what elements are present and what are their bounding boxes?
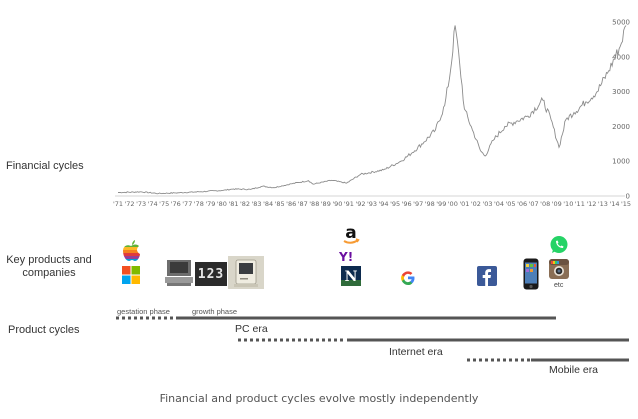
google-logo: [398, 268, 418, 288]
x-tick-label: '00: [448, 200, 458, 208]
x-tick-label: '85: [275, 200, 285, 208]
internet-era-label: Internet era: [389, 346, 443, 358]
x-tick-label: '03: [482, 200, 492, 208]
mobile-era-label: Mobile era: [549, 364, 599, 376]
svg-text:N: N: [345, 269, 358, 285]
y-tick-label: 4000: [612, 53, 630, 61]
x-tick-label: '11: [575, 200, 585, 208]
x-tick-label: '96: [402, 200, 412, 208]
x-tick-labels: '71'72'73'74'75'76'77'78'79'80'81'82'83 '…: [113, 200, 631, 208]
svg-text:Y!: Y!: [339, 250, 353, 263]
ibm-pc-image: [163, 256, 195, 288]
x-tick-label: '15: [621, 200, 631, 208]
x-tick-label: '76: [171, 200, 181, 208]
whatsapp-icon: [550, 236, 568, 253]
x-tick-label: '78: [194, 200, 204, 208]
x-tick-label: '75: [159, 200, 169, 208]
x-tick-label: '95: [390, 200, 400, 208]
iphone-icon: [523, 258, 539, 290]
financial-cycles-label: Financial cycles: [6, 160, 84, 172]
x-tick-label: '74: [148, 200, 158, 208]
etc-label: etc: [554, 282, 564, 289]
y-tick-label: 5000: [612, 19, 630, 27]
x-tick-label: '80: [217, 200, 227, 208]
product-cycles-timeline: [116, 316, 629, 362]
x-tick-label: '05: [505, 200, 515, 208]
netscape-logo: N: [341, 266, 361, 286]
key-products-label: Key products and companies: [6, 254, 92, 279]
facebook-logo: [477, 266, 497, 286]
amazon-icon: a: [343, 224, 360, 244]
microsoft-logo: [121, 265, 141, 285]
google-icon: [401, 271, 415, 285]
x-tick-label: '08: [540, 200, 550, 208]
svg-text:a: a: [345, 224, 356, 243]
x-tick-label: '90: [332, 200, 342, 208]
x-tick-label: '99: [436, 200, 446, 208]
x-tick-label: '82: [240, 200, 250, 208]
x-tick-label: '09: [552, 200, 562, 208]
x-tick-label: '93: [367, 200, 377, 208]
apple-logo: [120, 240, 142, 262]
instagram-icon: [549, 259, 569, 276]
x-tick-label: '10: [563, 200, 573, 208]
product-cycles-label: Product cycles: [8, 324, 80, 336]
growth-phase-label: growth phase: [192, 307, 238, 316]
macintosh-image: [228, 256, 264, 289]
yahoo-logo: Y!: [338, 248, 366, 264]
computer-icon: [165, 260, 193, 286]
x-tick-label: '72: [124, 200, 134, 208]
x-tick-label: '04: [494, 200, 504, 208]
x-tick-label: '01: [459, 200, 469, 208]
caption: Financial and product cycles evolve most…: [159, 392, 479, 405]
amazon-logo: a: [340, 224, 362, 246]
facebook-icon: [482, 269, 491, 286]
x-tick-label: '14: [609, 200, 619, 208]
microsoft-icon: [122, 266, 140, 284]
iphone-image: [522, 257, 540, 291]
y-tick-label: 0: [626, 193, 630, 201]
x-tick-label: '89: [321, 200, 331, 208]
lotus-123-text: 123: [197, 266, 225, 282]
x-tick-label: '83: [251, 200, 261, 208]
x-tick-label: '07: [529, 200, 539, 208]
y-tick-label: 3000: [612, 88, 630, 96]
series-line-nasdaq: [118, 25, 627, 195]
x-tick-label: '71: [113, 200, 123, 208]
pc-era-label: PC era: [235, 323, 268, 335]
x-tick-label: '79: [205, 200, 215, 208]
x-tick-label: '88: [309, 200, 319, 208]
x-tick-label: '77: [182, 200, 192, 208]
x-tick-label: '92: [355, 200, 365, 208]
x-tick-label: '02: [471, 200, 481, 208]
x-tick-label: '06: [517, 200, 527, 208]
macintosh-icon: [234, 259, 258, 287]
gestation-phase-label: gestation phase: [117, 307, 170, 316]
x-tick-label: '13: [598, 200, 608, 208]
x-tick-label: '87: [298, 200, 308, 208]
x-tick-label: '98: [425, 200, 435, 208]
x-tick-label: '84: [263, 200, 273, 208]
x-tick-label: '12: [586, 200, 596, 208]
x-tick-label: '73: [136, 200, 146, 208]
x-tick-label: '86: [286, 200, 296, 208]
x-tick-label: '91: [344, 200, 354, 208]
y-tick-label: 1000: [612, 158, 630, 166]
nasdaq-chart: '71'72'73'74'75'76'77'78'79'80'81'82'83 '…: [113, 19, 631, 209]
x-tick-label: '97: [413, 200, 423, 208]
y-tick-labels: 0 1000 2000 3000 4000 5000: [612, 19, 630, 201]
instagram-logo: [549, 259, 569, 279]
y-tick-label: 2000: [612, 123, 630, 131]
apple-icon: [123, 240, 140, 261]
lotus-123-image: 123: [195, 262, 227, 286]
x-tick-label: '81: [228, 200, 238, 208]
whatsapp-logo: [548, 234, 570, 256]
yahoo-icon: Y!: [339, 250, 353, 263]
x-tick-label: '94: [378, 200, 388, 208]
netscape-icon: N: [341, 269, 361, 286]
